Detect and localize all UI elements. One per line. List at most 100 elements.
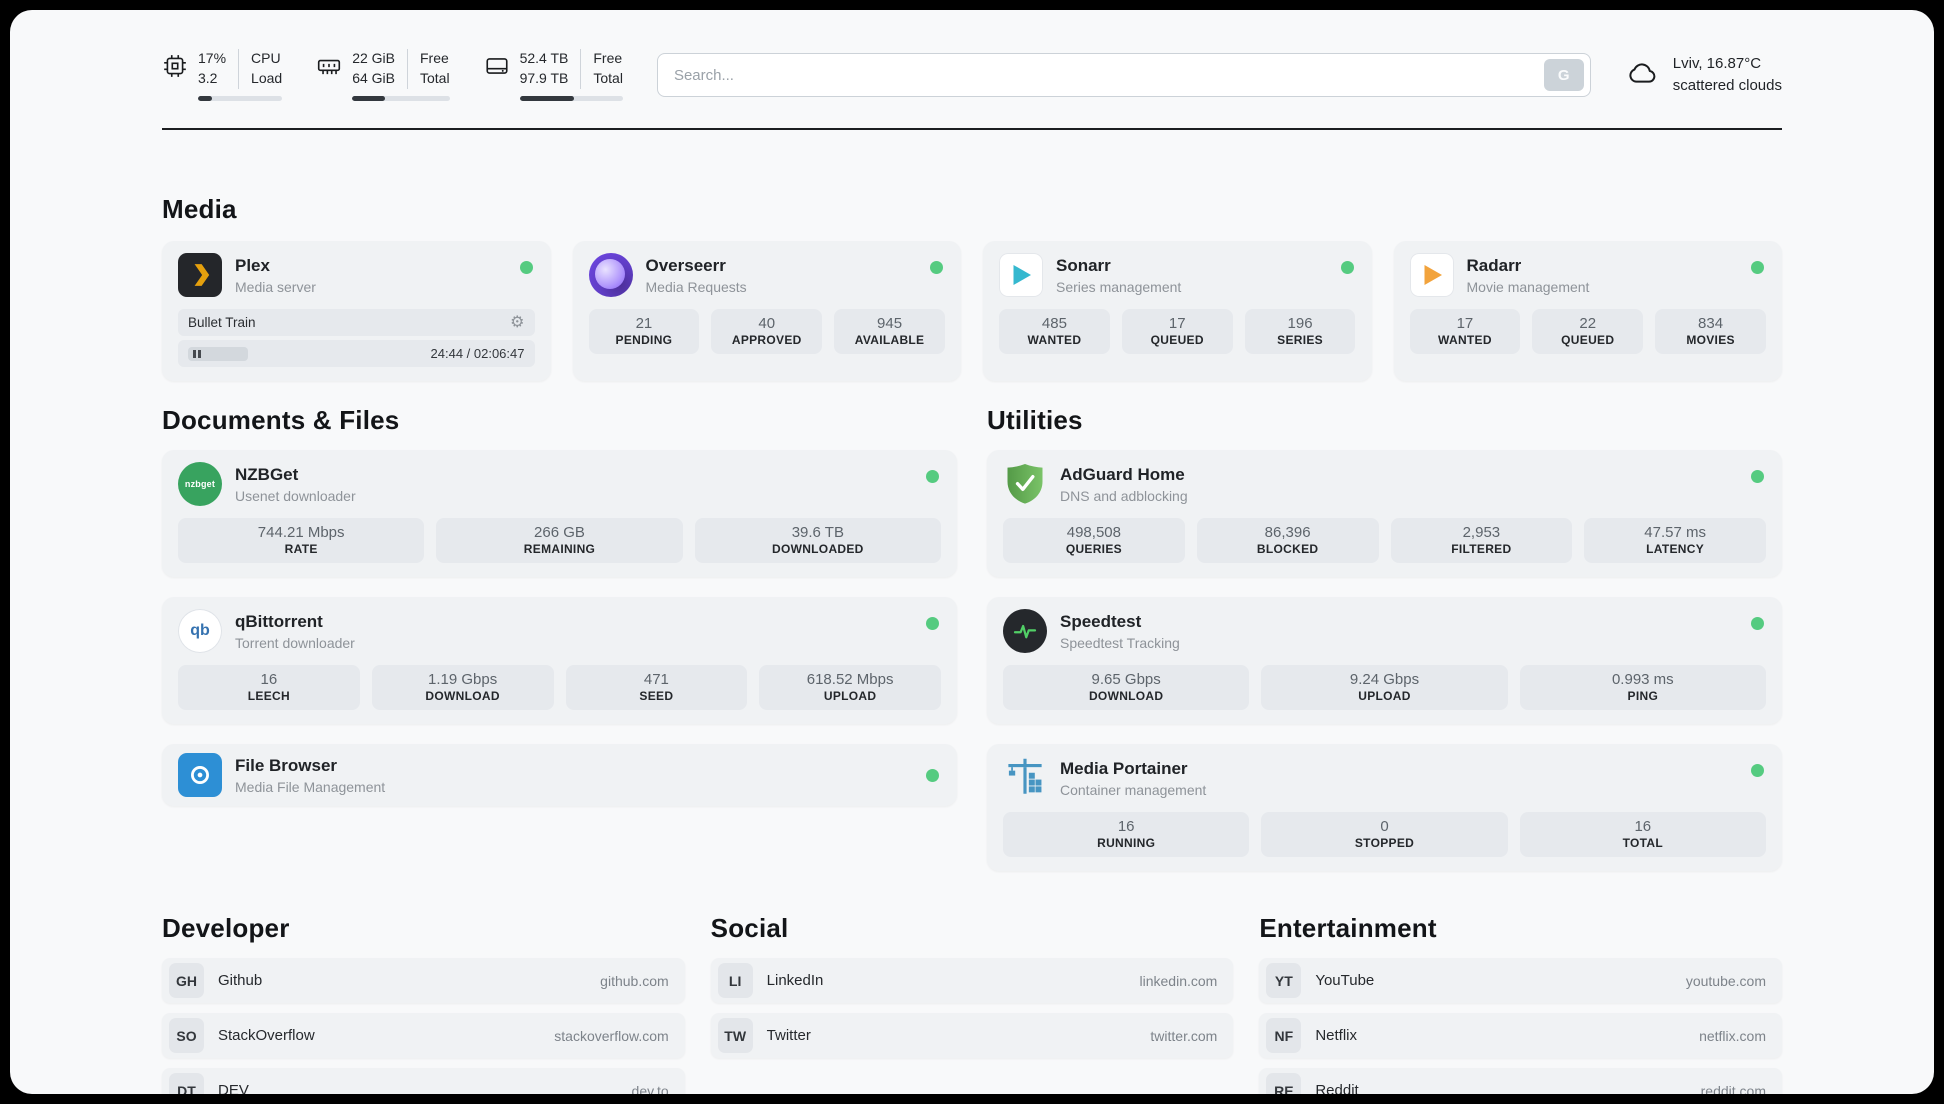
stat-tile: 47.57 ms LATENCY [1584, 518, 1766, 563]
bookmark-name: Reddit [1315, 1082, 1359, 1094]
bookmark-dev[interactable]: DT DEV dev.to [162, 1068, 685, 1094]
app-card-sonarr[interactable]: Sonarr Series management 485 WANTED 17 Q… [983, 241, 1372, 381]
pause-icon [193, 349, 196, 358]
section-title-social: Social [710, 913, 789, 943]
gear-icon[interactable]: ⚙ [510, 313, 525, 331]
section-title-developer: Developer [162, 913, 290, 943]
bookmark-url: reddit.com [1700, 1082, 1766, 1095]
status-indicator-online [926, 470, 939, 483]
stat-tile: 21 PENDING [588, 309, 700, 354]
stat-tile: 471 SEED [565, 665, 748, 710]
qbittorrent-icon: qb [178, 609, 222, 653]
stat-label: BLOCKED [1256, 542, 1319, 556]
app-card-nzbget[interactable]: nzbget NZBGet Usenet downloader 744.21 M… [162, 450, 957, 577]
cpu-clock-ghz: 3.2 [198, 70, 218, 86]
playback-time: 24:44 / 02:06:47 [430, 346, 525, 361]
bookmark-group-social: Social LI LinkedIn linkedin.com TW Twitt… [710, 913, 1234, 1058]
app-subtitle: DNS and adblocking [1060, 487, 1188, 504]
status-indicator-online [519, 261, 533, 274]
app-name: Media Portainer [1060, 758, 1188, 778]
disk-monitor: 52.4 TB 97.9 TB Free Total [484, 49, 623, 101]
stat-tile: 86,396 BLOCKED [1196, 518, 1379, 563]
stat-label: AVAILABLE [854, 333, 925, 347]
bookmark-badge: TW [717, 1018, 753, 1053]
system-monitors: 17% 3.2 CPU Load [162, 49, 623, 101]
app-card-overseerr[interactable]: Overseerr Media Requests 21 PENDING 40 A… [572, 241, 961, 381]
section-title-entertainment: Entertainment [1259, 913, 1437, 943]
bookmark-linkedin[interactable]: LI LinkedIn linkedin.com [710, 958, 1234, 1003]
status-indicator-online [1751, 764, 1764, 777]
stat-value: 618.52 Mbps [806, 671, 894, 688]
app-subtitle: Media File Management [235, 778, 386, 795]
stat-label: REMAINING [523, 542, 596, 556]
stat-label: LATENCY [1646, 542, 1705, 556]
hard-drive-icon [484, 53, 510, 100]
app-name: Radarr [1466, 255, 1522, 275]
adguard-icon [1003, 462, 1047, 506]
app-card-portainer[interactable]: Media Portainer Container management 16 … [987, 744, 1782, 871]
status-indicator-online [1340, 261, 1354, 274]
bookmark-netflix[interactable]: NF Netflix netflix.com [1259, 1013, 1782, 1058]
stat-tile: 266 GB REMAINING [436, 518, 683, 563]
section-media: Media Plex Media server [162, 194, 1782, 381]
pause-button[interactable] [188, 346, 248, 361]
search-engine-button[interactable]: G [1543, 59, 1584, 91]
divider [238, 49, 240, 89]
stat-tile: 22 QUEUED [1532, 309, 1644, 354]
stat-label: UPLOAD [823, 689, 877, 703]
bookmark-github[interactable]: GH Github github.com [162, 958, 685, 1003]
disk-label-bottom: Total [593, 70, 623, 86]
bookmark-url: netflix.com [1699, 1027, 1766, 1044]
ram-usage-bar [352, 95, 450, 101]
cpu-usage-bar-fill [198, 95, 213, 101]
app-card-qbittorrent[interactable]: qb qBittorrent Torrent downloader 16 LEE… [162, 597, 957, 724]
search-input[interactable] [673, 66, 1544, 84]
stat-value: 834 [1698, 315, 1724, 332]
stat-label: QUEUED [1561, 333, 1615, 347]
stat-tile: 16 LEECH [178, 665, 360, 710]
bookmark-name: DEV [218, 1082, 249, 1094]
app-subtitle: Series management [1056, 278, 1182, 295]
stat-tile: 17 QUEUED [1121, 309, 1233, 354]
cpu-icon [162, 53, 188, 100]
bookmark-name: Github [218, 972, 263, 989]
bookmark-badge: LI [717, 963, 753, 998]
ram-icon [316, 53, 342, 100]
stat-value: 744.21 Mbps [257, 524, 345, 541]
bookmark-url: linkedin.com [1139, 972, 1218, 989]
filebrowser-icon [178, 753, 222, 797]
app-card-radarr[interactable]: Radarr Movie management 17 WANTED 22 QUE… [1393, 241, 1782, 381]
cpu-monitor: 17% 3.2 CPU Load [162, 49, 283, 101]
app-card-speedtest[interactable]: Speedtest Speedtest Tracking 9.65 Gbps D… [987, 597, 1782, 724]
bookmark-stackoverflow[interactable]: SO StackOverflow stackoverflow.com [162, 1013, 685, 1058]
bookmark-badge: RE [1266, 1073, 1302, 1094]
stat-label: PENDING [615, 333, 673, 347]
stat-tile: 196 SERIES [1244, 309, 1356, 354]
disk-label-top: Free [593, 50, 623, 67]
bookmark-name: LinkedIn [766, 972, 824, 989]
app-subtitle: Container management [1060, 781, 1207, 798]
stat-tile: 9.65 Gbps DOWNLOAD [1003, 665, 1250, 710]
bookmark-youtube[interactable]: YT YouTube youtube.com [1259, 958, 1782, 1003]
stat-value: 498,508 [1066, 524, 1121, 541]
bookmark-twitter[interactable]: TW Twitter twitter.com [710, 1013, 1234, 1058]
stat-value: 485 [1041, 315, 1067, 332]
stat-value: 17 [1456, 315, 1474, 332]
stat-tile: 498,508 QUERIES [1003, 518, 1185, 563]
ram-label-bottom: Total [420, 70, 450, 86]
status-indicator-online [926, 617, 939, 630]
ram-label-top: Free [420, 50, 449, 67]
bookmark-reddit[interactable]: RE Reddit reddit.com [1259, 1068, 1782, 1094]
stat-value: 86,396 [1264, 524, 1311, 541]
weather-widget[interactable]: Lviv, 16.87°C scattered clouds [1625, 53, 1782, 97]
app-card-filebrowser[interactable]: File Browser Media File Management [162, 744, 957, 806]
bookmark-badge: YT [1266, 963, 1302, 998]
stat-tile: 9.24 Gbps UPLOAD [1261, 665, 1508, 710]
section-title-utilities: Utilities [987, 405, 1083, 435]
app-card-plex[interactable]: Plex Media server Bullet Train ⚙ [162, 241, 551, 381]
stat-label: UPLOAD [1358, 689, 1411, 703]
app-card-adguard[interactable]: AdGuard Home DNS and adblocking 498,508 … [987, 450, 1782, 577]
bookmark-badge: NF [1266, 1018, 1302, 1053]
bookmark-url: dev.to [631, 1082, 669, 1095]
stat-value: 945 [877, 315, 903, 332]
